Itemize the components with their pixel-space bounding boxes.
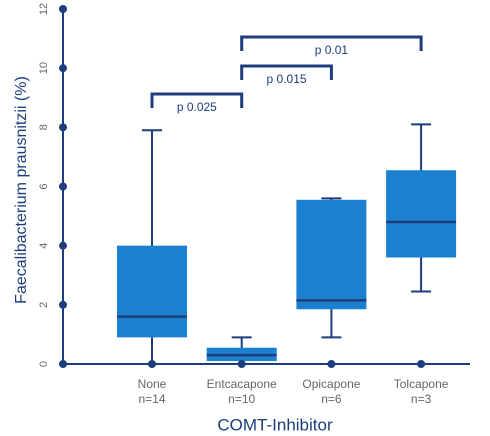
significance-label: p 0.01 [315, 43, 349, 57]
y-tick [59, 300, 67, 309]
significance-label: p 0.015 [267, 72, 307, 86]
y-tick-label: 2 [38, 302, 50, 308]
sample-size: n=14 [138, 392, 165, 406]
x-tick [417, 360, 426, 368]
x-tick-label: Tolcapone [394, 377, 449, 391]
x-tick [327, 360, 336, 368]
y-tick-label: 0 [38, 361, 50, 367]
x-tick [237, 360, 246, 368]
y-tick-label: 10 [38, 62, 50, 74]
y-axis-title: Faecalibacterium prausnitzii (%) [13, 76, 30, 304]
y-tick-label: 12 [38, 3, 50, 15]
box [296, 199, 367, 310]
y-tick-label: 8 [38, 124, 50, 130]
y-tick [59, 241, 67, 250]
y-tick [59, 5, 67, 13]
x-tick [148, 360, 156, 368]
sample-size: n=10 [228, 392, 255, 406]
y-tick [59, 64, 67, 73]
sample-size: n=3 [411, 392, 432, 406]
significance-bracket [240, 64, 333, 80]
y-tick [59, 182, 67, 191]
y-tick [59, 123, 67, 132]
x-tick-label: None [138, 377, 167, 391]
sample-size: n=6 [321, 392, 342, 406]
significance-bracket [240, 35, 423, 51]
box [117, 245, 187, 338]
significance-bracket [150, 92, 244, 108]
box [386, 170, 457, 258]
x-tick-label: Opicapone [302, 377, 360, 391]
x-tick-label: Entcacapone [207, 377, 277, 391]
x-axis-title: COMT-Inhibitor [217, 415, 333, 434]
y-tick-label: 4 [38, 243, 50, 249]
significance-label: p 0.025 [177, 100, 217, 114]
y-tick [59, 360, 67, 368]
y-tick-label: 6 [38, 183, 50, 189]
